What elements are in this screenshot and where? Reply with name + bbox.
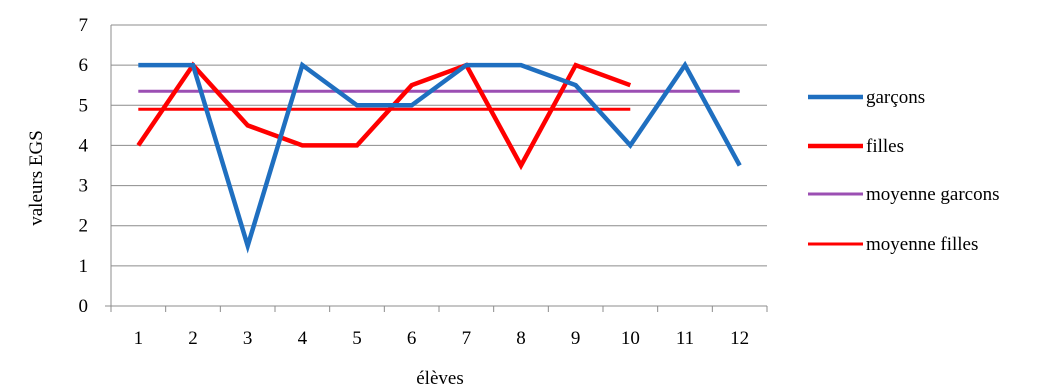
x-tick-label: 6 <box>407 328 417 349</box>
y-tick-label: 3 <box>79 176 89 197</box>
x-tick-label: 8 <box>516 328 526 349</box>
y-tick-labels: 0 1 2 3 4 5 6 7 <box>79 15 89 317</box>
legend-label: garçons <box>866 87 925 108</box>
legend-label: moyenne garcons <box>866 184 999 205</box>
y-tick-label: 7 <box>79 15 89 36</box>
legend-label: filles <box>866 136 904 157</box>
x-tick-label: 5 <box>352 328 362 349</box>
y-tick-label: 1 <box>79 256 89 277</box>
x-tick-labels: 1 2 3 4 5 6 7 8 9 10 11 12 <box>134 328 750 349</box>
x-tick-label: 11 <box>676 328 694 349</box>
y-tick-label: 2 <box>79 216 89 237</box>
y-tick-label: 6 <box>79 55 89 76</box>
x-tick-label: 7 <box>462 328 472 349</box>
y-axis-label: valeurs EGS <box>26 130 47 226</box>
legend: garçons filles moyenne garcons moyenne fill… <box>808 87 999 255</box>
x-axis-label: élèves <box>416 368 463 388</box>
x-tick-label: 12 <box>730 328 749 349</box>
series-lines <box>136 60 742 254</box>
series-line-1 <box>136 61 632 171</box>
y-tick-label: 4 <box>79 135 89 156</box>
x-tick-label: 1 <box>134 328 144 349</box>
y-tick-label: 0 <box>79 296 89 317</box>
series-line-0 <box>138 60 742 254</box>
x-tick-label: 10 <box>621 328 640 349</box>
legend-label: moyenne filles <box>866 234 978 255</box>
x-tick-label: 4 <box>298 328 308 349</box>
axes <box>105 25 768 312</box>
x-tick-label: 9 <box>571 328 581 349</box>
x-tick-label: 3 <box>243 328 253 349</box>
gridlines <box>111 24 767 267</box>
y-tick-label: 5 <box>79 95 89 116</box>
x-tick-label: 2 <box>188 328 198 349</box>
